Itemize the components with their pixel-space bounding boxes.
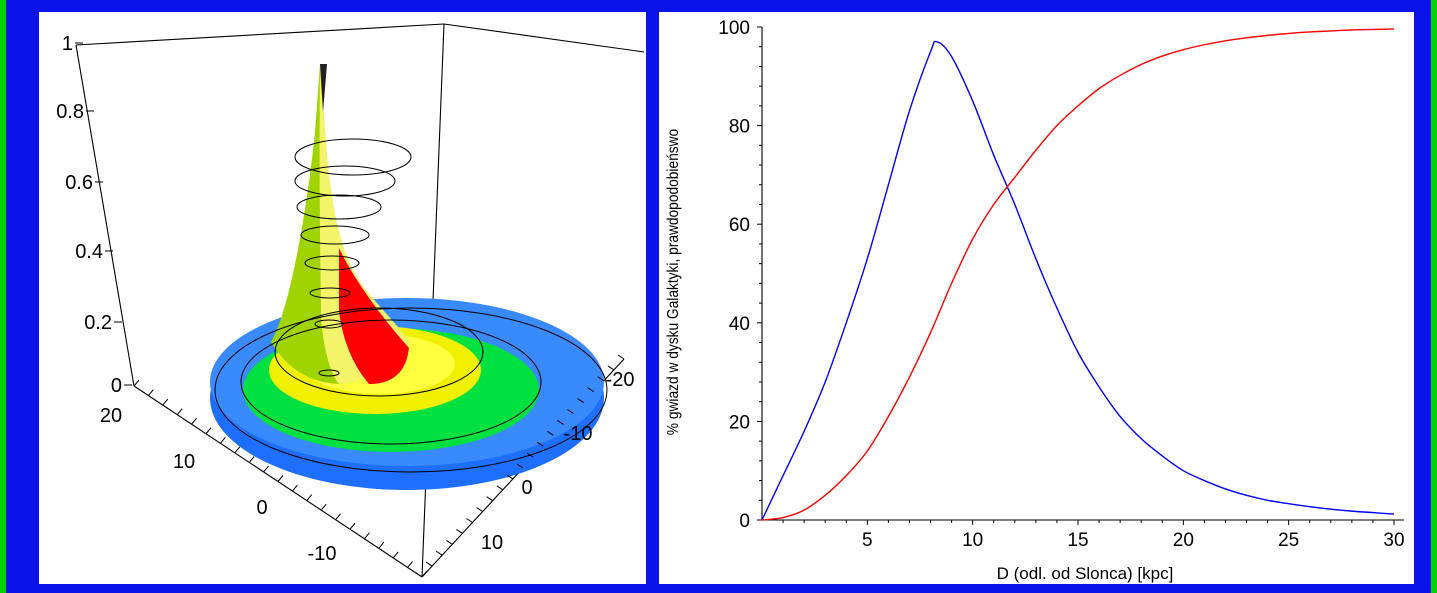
x-minor-tick: [133, 379, 140, 387]
y-minor-tick: [456, 528, 463, 534]
x-ticks: 5 10 15 20 25 30: [782, 520, 1405, 551]
surface-peak: [271, 64, 411, 384]
x-minor-tick: [205, 427, 212, 435]
peak-red-region: [339, 248, 409, 384]
x-tick-label: 20: [1173, 530, 1194, 551]
surface-plot-panel: 0 0.2 0.4 0.6 0.8 1 20 10 0 -10 -20 -10 0 10: [39, 12, 646, 584]
y-axis-label: % gwiazd w dysku Galaktyki, prawdopodobi…: [664, 129, 682, 435]
x-minor-tick: [176, 408, 183, 415]
y-minor-tick: [435, 550, 443, 556]
y-minor-tick: [446, 539, 453, 545]
y-minor-tick: [547, 430, 554, 436]
line-chart: 5 10 15 20 25 30 0 20 40 60 80 100 D (odl. od Slon…: [664, 18, 1405, 583]
x-minor-tick: [234, 446, 241, 454]
surface-plot: 0 0.2 0.4 0.6 0.8 1 20 10 0 -10 -20 -10 0 10: [56, 23, 645, 578]
y-minor-tick: [607, 365, 615, 371]
x-tick-label: 0: [256, 497, 267, 519]
line-chart-panel: 5 10 15 20 25 30 0 20 40 60 80 100 D (odl. od Slon…: [659, 12, 1414, 584]
y-tick-label: 0: [739, 511, 750, 532]
y-tick-label: 80: [729, 117, 750, 138]
x-tick-label: 5: [862, 530, 873, 551]
x-minor-tick: [421, 570, 428, 578]
y-minor-tick: [506, 474, 514, 480]
z-tick-label: 0.6: [65, 172, 93, 194]
x-minor-tick: [306, 494, 313, 501]
z-tick-label: 0.8: [56, 101, 84, 123]
x-minor-tick: [220, 436, 226, 444]
y-minor-tick: [577, 398, 584, 404]
z-tick-label: 0.4: [75, 241, 103, 263]
x-tick-label: 30: [1383, 530, 1404, 551]
y-minor-tick: [486, 496, 493, 502]
y-minor-tick: [516, 463, 524, 469]
z-axis-line: [75, 44, 135, 387]
y-minor-tick: [617, 354, 625, 360]
axes: [761, 27, 1404, 521]
x-tick-label: 15: [1067, 530, 1088, 551]
box-edge-top-right: [443, 23, 645, 53]
y-minor-tick: [536, 441, 544, 447]
y-tick-label: 20: [729, 412, 750, 433]
y-tick-label: 100: [718, 18, 750, 39]
x-minor-tick: [392, 551, 399, 559]
y-minor-tick: [415, 572, 423, 578]
y-tick-label: -20: [606, 369, 635, 391]
x-minor-tick: [292, 484, 298, 492]
x-minor-tick: [335, 513, 341, 521]
x-minor-tick: [162, 398, 169, 406]
box-edge-top-left: [75, 23, 445, 46]
x-minor-tick: [407, 561, 413, 568]
z-tick-label: 0: [111, 375, 122, 397]
y-minor-tick: [496, 485, 504, 491]
tick-labels: 0 0.2 0.4 0.6 0.8 1 20 10 0 -10 -20 -10 0 10: [56, 33, 635, 578]
x-tick-label: 10: [173, 451, 195, 473]
y-minor-tick: [567, 409, 574, 414]
y-minor-tick: [587, 387, 594, 393]
y-minor-tick: [557, 419, 564, 425]
series-group: [761, 28, 1395, 521]
y-tick-label: 60: [729, 215, 750, 236]
y-tick-label: 10: [481, 532, 503, 554]
x-minor-tick: [320, 503, 327, 511]
contour-lines: [214, 138, 608, 473]
x-minor-tick: [248, 456, 255, 463]
y-tick-label: 40: [729, 314, 750, 335]
y-minor-tick: [526, 452, 534, 458]
x-minor-tick: [349, 522, 356, 530]
series-line-blue: [761, 40, 1395, 521]
x-minor-tick: [277, 475, 284, 482]
y-tick-label: 0: [521, 477, 532, 499]
x-tick-label: -10: [308, 543, 337, 565]
y-ticks: 0 20 40 60 80 100: [718, 18, 762, 532]
x-minor-tick: [378, 542, 385, 549]
z-tick-label: 0.2: [84, 312, 112, 334]
y-minor-tick: [597, 376, 605, 382]
z-tick-label: 1: [62, 33, 73, 55]
series-line-red: [761, 28, 1395, 521]
x-tick-label: 25: [1278, 530, 1299, 551]
x-minor-tick: [364, 532, 370, 540]
x-axis-label: D (odl. od Slonca) [kpc]: [997, 564, 1174, 583]
y-tick-label: -10: [564, 423, 593, 445]
x-tick-label: 20: [100, 405, 122, 427]
x-minor-tick: [148, 389, 154, 396]
y-minor-tick: [425, 561, 433, 567]
y-minor-tick: [476, 507, 483, 513]
x-minor-tick: [263, 465, 269, 473]
peak-tip: [320, 64, 327, 112]
y-minor-tick: [466, 518, 473, 523]
blue-frame: 0 0.2 0.4 0.6 0.8 1 20 10 0 -10 -20 -10 0 10 5 10 15 20 2…: [6, 0, 1431, 593]
x-minor-tick: [191, 417, 197, 425]
x-tick-label: 10: [962, 530, 983, 551]
